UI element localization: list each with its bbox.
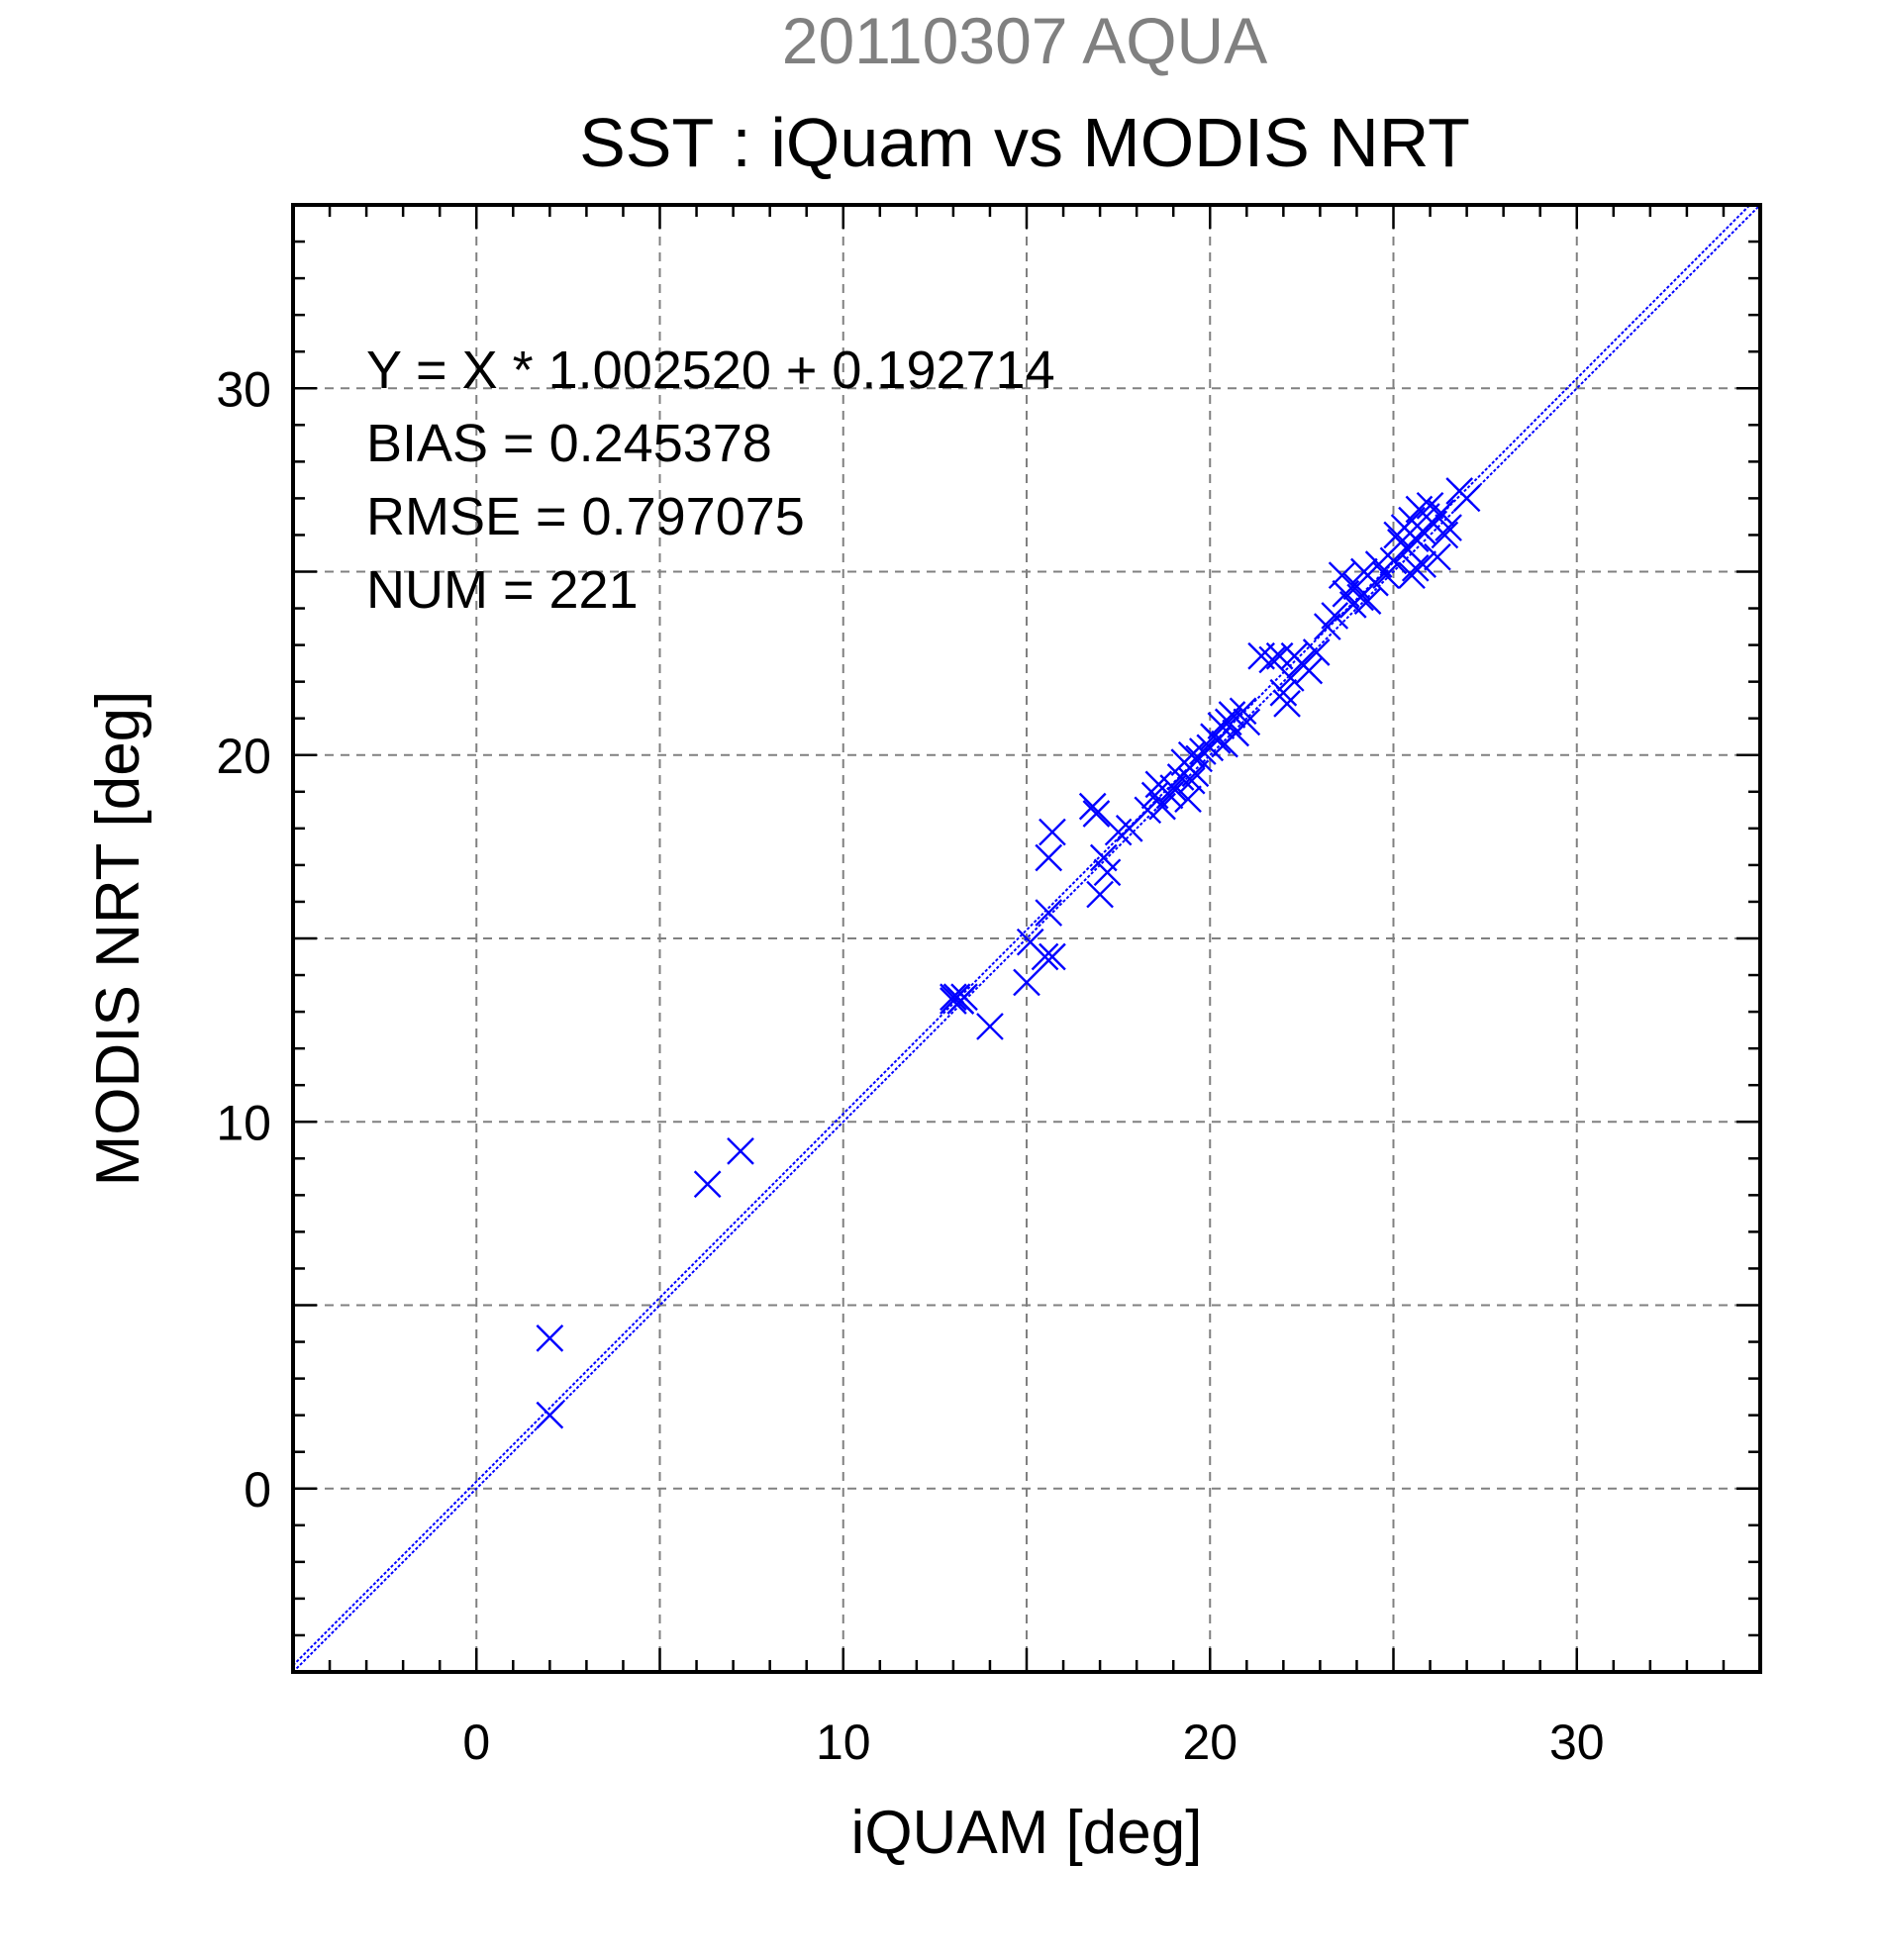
x-tick-label: 10 <box>816 1715 871 1770</box>
scatter-point <box>1035 843 1063 872</box>
scatter-point <box>1078 792 1107 821</box>
scatter-point <box>1424 542 1451 571</box>
scatter-point <box>536 1401 564 1429</box>
scatter-point <box>1302 638 1331 666</box>
x-axis-label: iQUAM [deg] <box>851 1799 1203 1867</box>
scatter-point <box>1379 546 1408 575</box>
scatter-point <box>1039 942 1066 971</box>
scatter-point <box>1177 740 1206 769</box>
y-tick-label: 20 <box>216 729 271 784</box>
scatter-point <box>1452 484 1481 513</box>
scatter-point <box>1013 968 1040 997</box>
scatter-point <box>1372 561 1400 590</box>
stats-fit-equation: Y = X * 1.002520 + 0.192714 <box>366 341 1055 400</box>
date-label: 20110307 AQUA <box>782 4 1268 77</box>
scatter-point <box>1265 641 1294 670</box>
regression-line <box>292 204 1751 1667</box>
x-tick-label: 0 <box>462 1715 490 1770</box>
scatter-point <box>1435 514 1462 541</box>
stats-bias: BIAS = 0.245378 <box>366 414 772 473</box>
data-points <box>536 477 1481 1429</box>
x-tick-label: 30 <box>1549 1715 1605 1770</box>
scatter-point <box>1177 766 1206 795</box>
scatter-point <box>1321 602 1349 630</box>
scatter-point <box>1353 587 1382 615</box>
scatter-point <box>1273 690 1301 718</box>
scatter-point <box>1431 521 1459 549</box>
y-tick-label: 0 <box>244 1462 271 1518</box>
scatter-point <box>1174 785 1202 814</box>
scatter-point <box>1409 550 1436 578</box>
scatter-point <box>1401 553 1430 582</box>
scatter-point <box>1269 678 1298 707</box>
y-axis-label: MODIS NRT [deg] <box>84 691 152 1187</box>
scatter-point <box>1082 800 1111 828</box>
scatter-point <box>1093 858 1122 887</box>
tick-labels: 0 10 20 30 0 10 20 30 <box>216 361 1604 1770</box>
scatter-point <box>1188 737 1217 765</box>
plot-frame <box>291 203 1762 1674</box>
stats-num: NUM = 221 <box>366 560 639 620</box>
scatter-point <box>1035 899 1063 927</box>
scatter-point <box>1155 781 1184 810</box>
scatter-point <box>1229 697 1257 726</box>
x-tick-label: 20 <box>1182 1715 1238 1770</box>
y-tick-label: 10 <box>216 1095 271 1150</box>
scatter-point <box>976 1013 1004 1040</box>
scatter-point <box>1342 572 1371 601</box>
scatter-point <box>693 1170 722 1199</box>
scatter-point <box>1031 942 1059 971</box>
scatter-point <box>1039 818 1066 846</box>
scatter-point <box>727 1137 754 1165</box>
stats-rmse: RMSE = 0.797075 <box>366 487 805 546</box>
scatter-point <box>1104 818 1133 846</box>
scatter-point <box>1086 880 1114 909</box>
scatter-point <box>1233 708 1261 736</box>
grid-lines <box>293 205 1760 1672</box>
scatter-point <box>940 983 967 1012</box>
scatter-point <box>1295 656 1324 685</box>
scatter-point <box>1218 701 1246 729</box>
scatter-point <box>536 1323 564 1352</box>
chart-title: SST : iQuam vs MODIS NRT <box>579 104 1470 181</box>
scatter-point <box>946 987 975 1015</box>
y-tick-label: 30 <box>216 361 271 417</box>
